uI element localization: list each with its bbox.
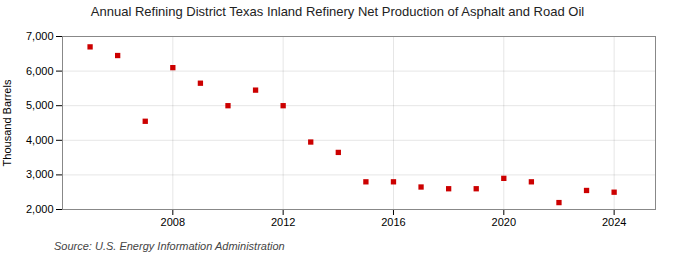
svg-text:Thousand Barrels: Thousand Barrels <box>1 79 13 166</box>
svg-text:4,000: 4,000 <box>26 134 54 146</box>
svg-text:2024: 2024 <box>602 216 626 228</box>
svg-text:2012: 2012 <box>271 216 295 228</box>
svg-text:7,000: 7,000 <box>26 30 54 42</box>
svg-text:3,000: 3,000 <box>26 168 54 180</box>
svg-text:2,000: 2,000 <box>26 203 54 215</box>
svg-text:2008: 2008 <box>161 216 185 228</box>
svg-text:2020: 2020 <box>492 216 516 228</box>
svg-text:5,000: 5,000 <box>26 99 54 111</box>
html-text:Annual Refining District Texas: Annual Refining District Texas Inland Re… <box>90 4 585 19</box>
svg-text:6,000: 6,000 <box>26 65 54 77</box>
svg-text:2016: 2016 <box>381 216 405 228</box>
html-text:Source: U.S. Energy Informatio: Source: U.S. Energy Information Administ… <box>54 240 285 252</box>
